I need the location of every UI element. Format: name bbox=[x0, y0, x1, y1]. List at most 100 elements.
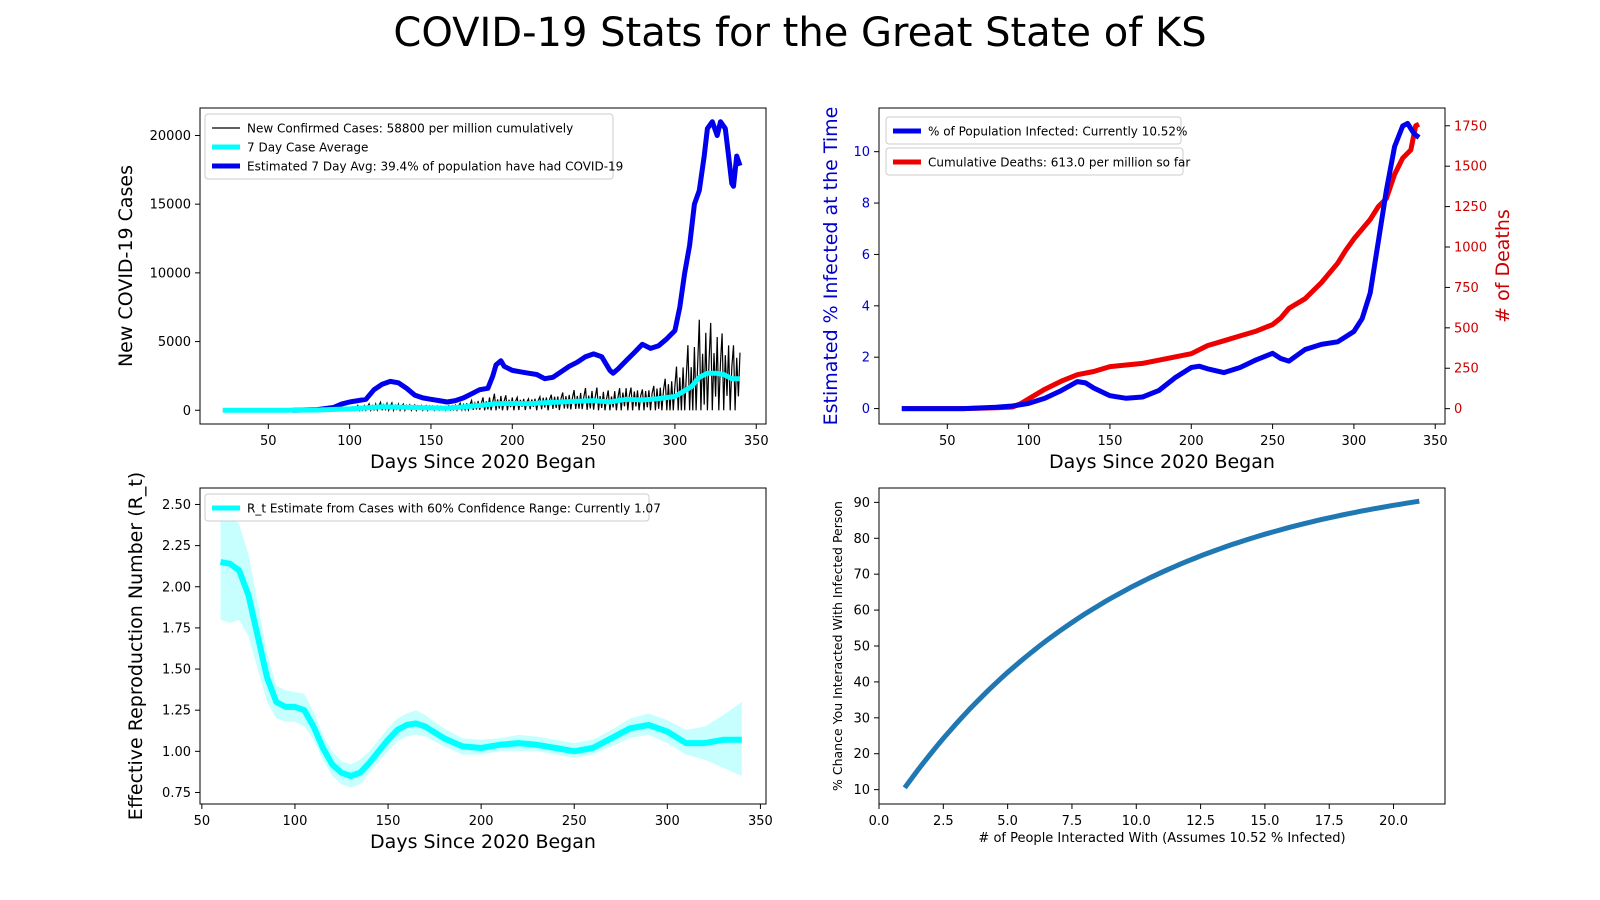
y-tick-label: 60 bbox=[853, 604, 870, 619]
axes-4: 0.0 2.5 5.0 7.5 10.0 12.5 15.0 17.5 20.0 10 20 30 40… bbox=[830, 487, 1446, 846]
x-tick-label: 350 bbox=[748, 814, 773, 829]
figure-title: COVID-19 Stats for the Great State of KS bbox=[393, 10, 1207, 56]
y-tick-label: 0.75 bbox=[162, 786, 191, 801]
y-tick-label: 10 bbox=[853, 783, 870, 798]
y2-tick-label: 1250 bbox=[1454, 200, 1487, 215]
y2-tick-label: 1000 bbox=[1454, 241, 1487, 256]
axes-frame bbox=[199, 487, 767, 805]
y-tick-label: 50 bbox=[853, 640, 870, 655]
x-axis-label: Days Since 2020 Began bbox=[370, 451, 596, 473]
y-tick-label: 6 bbox=[862, 248, 870, 263]
y-tick-label: 2.25 bbox=[162, 539, 191, 554]
x-tick-label: 5.0 bbox=[997, 814, 1018, 829]
y2-axis-label: # of Deaths bbox=[1492, 209, 1514, 323]
x-tick-label: 300 bbox=[1342, 434, 1367, 449]
legend-label: 7 Day Case Average bbox=[247, 141, 368, 155]
y2-tick-label: 1500 bbox=[1454, 160, 1487, 175]
y-tick-label: 1.50 bbox=[162, 663, 191, 678]
y-tick-label: 30 bbox=[853, 711, 870, 726]
y-axis-label: % Chance You Interacted With Infected Pe… bbox=[830, 501, 845, 791]
y-tick-label: 0 bbox=[862, 402, 870, 417]
x-tick-label: 300 bbox=[655, 814, 680, 829]
y-tick-label: 70 bbox=[853, 568, 870, 583]
y-axis-label: Estimated % Infected at the Time bbox=[820, 107, 842, 426]
legend-label: Estimated 7 Day Avg: 39.4% of population… bbox=[247, 160, 623, 174]
legend-label: Cumulative Deaths: 613.0 per million so … bbox=[928, 156, 1190, 170]
axes-frame bbox=[878, 487, 1446, 805]
y-axis-label: New COVID-19 Cases bbox=[115, 165, 137, 367]
legend-box bbox=[204, 113, 614, 180]
y-axis-label: Effective Reproduction Number (R_t) bbox=[125, 472, 147, 820]
x-tick-label: 7.5 bbox=[1062, 814, 1083, 829]
legend-label: % of Population Infected: Currently 10.5… bbox=[928, 125, 1187, 139]
y-tick-label: 80 bbox=[853, 532, 870, 547]
y-tick-label: 15000 bbox=[150, 198, 191, 213]
series-line-estimated-avg bbox=[292, 119, 743, 413]
x-axis-label: Days Since 2020 Began bbox=[370, 831, 596, 853]
x-tick-label: 250 bbox=[562, 814, 587, 829]
y-tick-label: 4 bbox=[862, 299, 870, 314]
x-tick-label: 50 bbox=[260, 434, 277, 449]
x-tick-label: 10.0 bbox=[1122, 814, 1151, 829]
axes-frame bbox=[878, 107, 1446, 425]
x-tick-label: 17.5 bbox=[1315, 814, 1344, 829]
y-tick-label: 20 bbox=[853, 747, 870, 762]
x-tick-label: 20.0 bbox=[1379, 814, 1408, 829]
axes-3: 50 100 150 200 250 300 350 0.75 1.00 1.25 1.50 1.75… bbox=[125, 472, 773, 853]
x-tick-label: 100 bbox=[283, 814, 308, 829]
x-tick-label: 50 bbox=[939, 434, 956, 449]
x-axis-label: # of People Interacted With (Assumes 10.… bbox=[978, 831, 1345, 846]
series-line-pct-infected bbox=[901, 120, 1421, 412]
y2-tick-label: 500 bbox=[1454, 321, 1479, 336]
x-tick-label: 100 bbox=[337, 434, 362, 449]
legend-box bbox=[204, 493, 650, 522]
y-tick-label: 90 bbox=[853, 496, 870, 511]
x-tick-label: 250 bbox=[581, 434, 606, 449]
legend-box bbox=[885, 147, 1184, 176]
series-line-7day-avg bbox=[222, 370, 740, 413]
y-tick-label: 2.50 bbox=[162, 498, 191, 513]
x-tick-label: 2.5 bbox=[933, 814, 954, 829]
x-tick-label: 150 bbox=[1098, 434, 1123, 449]
y-tick-label: 2 bbox=[862, 351, 870, 366]
legend-box bbox=[885, 116, 1182, 145]
x-tick-label: 100 bbox=[1016, 434, 1041, 449]
series-line-probability bbox=[902, 498, 1420, 790]
y-tick-label: 5000 bbox=[158, 335, 191, 350]
legend-label: New Confirmed Cases: 58800 per million c… bbox=[247, 122, 573, 136]
x-tick-label: 300 bbox=[663, 434, 688, 449]
x-tick-label: 15.0 bbox=[1250, 814, 1279, 829]
y2-tick-label: 750 bbox=[1454, 281, 1479, 296]
axes-frame bbox=[199, 107, 767, 425]
axes-2: 50 100 150 200 250 300 350 0 2 4 6 8 10 Days Since 20… bbox=[820, 107, 1514, 473]
y2-tick-label: 250 bbox=[1454, 362, 1479, 377]
y-tick-label: 1.00 bbox=[162, 745, 191, 760]
x-tick-label: 350 bbox=[744, 434, 769, 449]
y-tick-label: 1.75 bbox=[162, 621, 191, 636]
x-tick-label: 50 bbox=[194, 814, 211, 829]
y-tick-label: 10000 bbox=[150, 266, 191, 281]
series-line-deaths bbox=[901, 121, 1421, 412]
y-tick-label: 1.25 bbox=[162, 704, 191, 719]
y-tick-label: 20000 bbox=[150, 129, 191, 144]
x-axis-label: Days Since 2020 Began bbox=[1049, 451, 1275, 473]
y-tick-label: 2.00 bbox=[162, 580, 191, 595]
x-tick-label: 150 bbox=[419, 434, 444, 449]
x-tick-label: 350 bbox=[1423, 434, 1448, 449]
y-tick-label: 40 bbox=[853, 675, 870, 690]
x-tick-label: 150 bbox=[376, 814, 401, 829]
x-tick-label: 200 bbox=[500, 434, 525, 449]
x-tick-label: 12.5 bbox=[1186, 814, 1215, 829]
legend-label: R_t Estimate from Cases with 60% Confide… bbox=[247, 502, 661, 516]
y2-tick-label: 0 bbox=[1454, 402, 1462, 417]
x-tick-label: 200 bbox=[1179, 434, 1204, 449]
y2-tick-label: 1750 bbox=[1454, 119, 1487, 134]
y-tick-label: 8 bbox=[862, 197, 870, 212]
x-tick-label: 200 bbox=[469, 814, 494, 829]
x-tick-label: 0.0 bbox=[869, 814, 890, 829]
y-tick-label: 10 bbox=[853, 145, 870, 160]
x-tick-label: 250 bbox=[1260, 434, 1285, 449]
series-line-rt bbox=[219, 559, 742, 779]
y-tick-label: 0 bbox=[183, 404, 191, 419]
